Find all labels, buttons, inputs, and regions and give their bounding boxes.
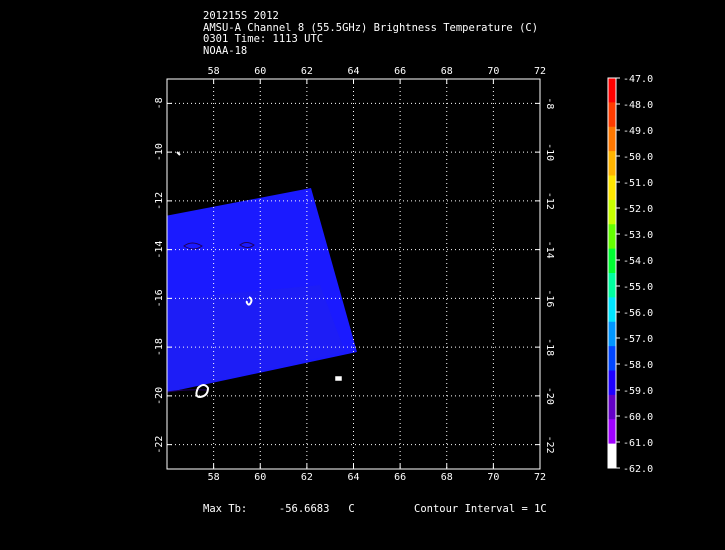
lon-tick-label-top: 60: [254, 66, 266, 77]
colorbar-swatch: [608, 175, 616, 201]
colorbar-label: -60.0: [623, 412, 653, 423]
axis-ticks: 58 58 60 60 62 62 64 64 66 66 68 68 70 70 72 72 -8 -8 -10 -…: [154, 66, 555, 483]
coastline: [245, 296, 253, 306]
colorbar-swatch: [608, 370, 616, 396]
lon-tick-label-top: 62: [301, 66, 313, 77]
colorbar-label: -52.0: [623, 204, 653, 215]
lon-tick-label-bottom: 58: [208, 472, 220, 483]
lat-tick-label-left: -14: [154, 241, 165, 259]
lat-tick-label-right: -18: [544, 338, 555, 356]
colorbar-label: -58.0: [623, 360, 653, 371]
lon-tick-label-bottom: 70: [487, 472, 499, 483]
colorbar-swatch: [608, 199, 616, 225]
channel-title: AMSU-A Channel 8 (55.5GHz) Brightness Te…: [203, 21, 539, 34]
swath-shade: [167, 285, 345, 393]
lon-tick-label-top: 66: [394, 66, 406, 77]
grid: [167, 79, 540, 469]
max-tb-unit: C: [348, 503, 355, 515]
lat-tick-label-left: -10: [154, 143, 165, 161]
contour-interval: Contour Interval = 1C: [414, 503, 547, 515]
lat-tick-label-right: -22: [544, 436, 555, 454]
colorbar-swatch: [608, 297, 616, 323]
colorbar-swatch: [608, 443, 616, 469]
colorbar-label: -56.0: [623, 308, 653, 319]
coastline: [176, 151, 181, 156]
lat-tick-label-left: -8: [154, 97, 165, 109]
colorbar-swatch: [608, 248, 616, 274]
lat-tick-label-right: -10: [544, 143, 555, 161]
max-tb-readout: Max Tb: -56.6683 C: [203, 503, 355, 515]
lon-tick-label-bottom: 72: [534, 472, 546, 483]
colorbar-label: -49.0: [623, 126, 653, 137]
colorbar-label: -51.0: [623, 178, 653, 189]
colorbar-swatch: [608, 224, 616, 250]
lat-tick-label-left: -12: [154, 192, 165, 210]
colorbar-label: -62.0: [623, 464, 653, 475]
colorbar-label: -48.0: [623, 100, 653, 111]
storm-title: 201215S 2012: [203, 10, 279, 22]
colorbar-swatch: [608, 321, 616, 347]
colorbar-swatch: [608, 102, 616, 128]
colorbar-swatch: [608, 126, 616, 152]
max-tb-value: -56.6683: [278, 503, 330, 515]
lon-tick-label-bottom: 62: [301, 472, 313, 483]
lon-tick-label-top: 58: [208, 66, 220, 77]
lat-tick-label-left: -16: [154, 289, 165, 307]
time-title: 0301 Time: 1113 UTC: [203, 33, 324, 45]
lon-tick-label-bottom: 68: [441, 472, 453, 483]
colorbar-swatch: [608, 419, 616, 445]
colorbar-swatch: [608, 394, 616, 420]
satellite-title: NOAA-18: [203, 44, 248, 57]
contour-line: [183, 242, 203, 250]
lon-tick-label-bottom: 66: [394, 472, 406, 483]
lat-tick-label-right: -8: [544, 97, 555, 109]
lon-tick-label-top: 64: [347, 66, 359, 77]
colorbar-label: -54.0: [623, 256, 653, 267]
lat-tick-label-right: -12: [544, 192, 555, 210]
lat-tick-label-right: -20: [544, 387, 555, 405]
colorbar-swatch: [608, 273, 616, 298]
colorbar-label: -50.0: [623, 152, 653, 163]
colorbar: -47.0 -48.0 -49.0 -50.0 -51.0 -52.0 -53.0 -54.0…: [607, 74, 653, 475]
coastline: [195, 384, 210, 399]
contour-line: [167, 389, 208, 393]
colorbar-label: -61.0: [623, 438, 653, 449]
colorbar-frame: [607, 77, 617, 469]
colorbar-swatch: [608, 346, 616, 371]
max-tb-label: Max Tb:: [203, 503, 248, 515]
plot-header: 201215S 2012 AMSU-A Channel 8 (55.5GHz) …: [203, 10, 539, 57]
lon-tick-label-top: 68: [441, 66, 453, 77]
lon-tick-label-top: 70: [487, 66, 499, 77]
colorbar-label: -55.0: [623, 282, 653, 293]
swath-layer: [167, 151, 357, 399]
lat-tick-label-right: -14: [544, 241, 555, 259]
colorbar-label: -59.0: [623, 386, 653, 397]
colorbar-label: -53.0: [623, 230, 653, 241]
lon-tick-label-bottom: 60: [254, 472, 266, 483]
colorbar-label: -57.0: [623, 334, 653, 345]
lat-tick-label-left: -20: [154, 387, 165, 405]
lon-tick-label-bottom: 64: [347, 472, 359, 483]
contour-line: [239, 242, 255, 248]
colorbar-label: -47.0: [623, 74, 653, 85]
colorbar-swatch: [608, 151, 616, 176]
lat-tick-label-left: -18: [154, 338, 165, 356]
lat-tick-label-left: -22: [154, 436, 165, 454]
coastline: [335, 376, 342, 381]
colorbar-swatch: [608, 78, 616, 103]
lon-tick-label-top: 72: [534, 66, 546, 77]
lat-tick-label-right: -16: [544, 289, 555, 307]
